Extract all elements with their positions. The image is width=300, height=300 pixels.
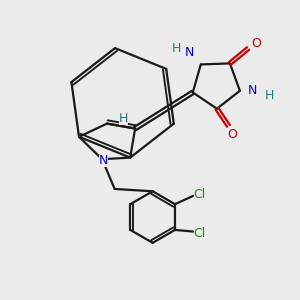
Text: N: N <box>248 84 257 97</box>
Text: Cl: Cl <box>194 188 206 201</box>
Text: H: H <box>172 42 181 56</box>
Text: O: O <box>251 37 261 50</box>
Text: H: H <box>119 112 128 125</box>
Text: N: N <box>185 46 195 59</box>
Text: Cl: Cl <box>194 227 206 240</box>
Text: N: N <box>99 154 109 167</box>
Text: O: O <box>227 128 237 141</box>
Text: H: H <box>264 89 274 102</box>
